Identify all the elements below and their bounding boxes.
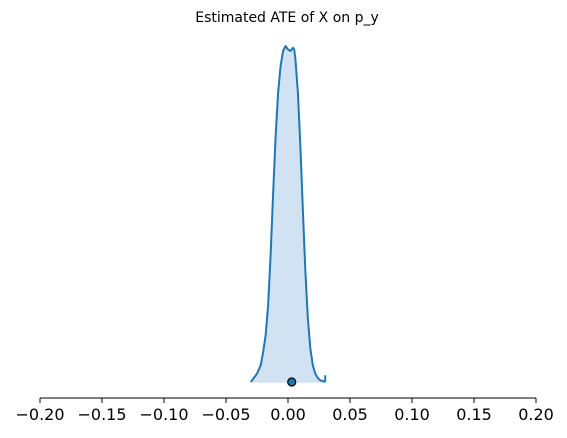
x-tick-label-7: 0.15 <box>456 405 492 424</box>
density-fill-0 <box>250 46 326 382</box>
point-estimate-marker <box>287 377 297 387</box>
x-tick-label-0: −0.20 <box>15 405 64 424</box>
x-tick-label-3: −0.05 <box>201 405 250 424</box>
x-tick-label-6: 0.10 <box>394 405 430 424</box>
density-line-0 <box>249 45 326 383</box>
chart-title: Estimated ATE of X on p_y <box>195 10 379 26</box>
x-tick-label-8: 0.20 <box>518 405 554 424</box>
x-tick-label-4: 0.00 <box>270 405 306 424</box>
x-tick-label-2: −0.10 <box>139 405 188 424</box>
x-tick-label-1: −0.15 <box>77 405 126 424</box>
x-tick-label-5: 0.05 <box>332 405 368 424</box>
plot-area <box>249 45 327 387</box>
x-axis: −0.20 −0.15 −0.10 −0.05 0.00 0.05 0.10 0.15 0.20 <box>15 397 554 424</box>
